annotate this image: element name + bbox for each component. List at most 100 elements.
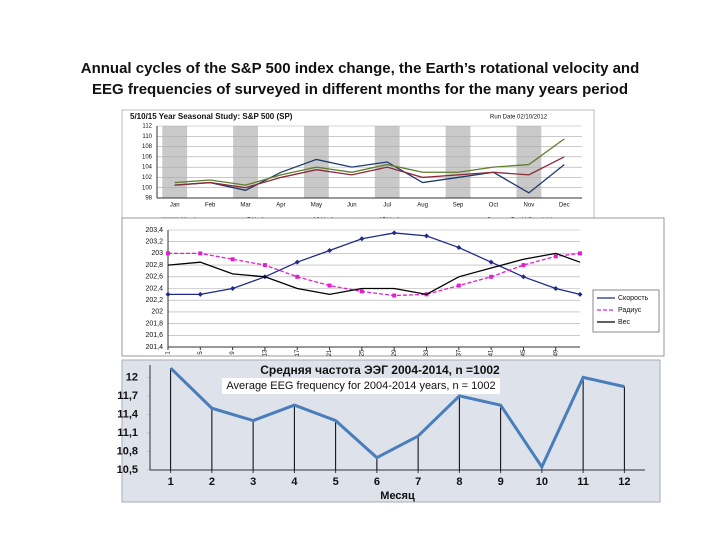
point-marker: [230, 257, 235, 262]
x-tick-label: 41: [489, 349, 495, 356]
point-marker: [198, 251, 203, 256]
y-tick-label: 203,2: [145, 239, 163, 246]
y-tick-label: 201,6: [145, 332, 163, 339]
point-marker: [488, 259, 494, 265]
x-tick-label: 3: [250, 476, 256, 488]
x-axis-label: Месяц: [380, 490, 415, 502]
y-tick-label: 98: [145, 196, 152, 202]
y-tick-label: 202,8: [145, 262, 163, 269]
month-shading: [445, 126, 471, 198]
x-tick-label: 6: [374, 476, 380, 488]
point-marker: [166, 251, 170, 256]
legend-label: Радиус: [618, 307, 642, 314]
x-tick-label: 9: [498, 476, 504, 488]
y-tick-label: 202,2: [145, 297, 163, 304]
point-marker: [327, 283, 332, 288]
x-tick-label: 33: [424, 349, 430, 356]
point-marker: [456, 245, 462, 251]
y-tick-label: 108: [142, 144, 153, 150]
y-tick-label: 201,8: [145, 320, 163, 327]
legend-label: Вес: [618, 319, 631, 326]
y-tick-label: 202: [151, 309, 163, 316]
x-tick-label: 2: [209, 476, 215, 488]
chart-frame: [121, 109, 595, 231]
x-tick-label: Dec: [559, 203, 570, 209]
point-marker: [295, 274, 300, 279]
point-marker: [392, 293, 397, 298]
y-tick-label: 203: [151, 250, 163, 257]
legend-label: Скорость: [618, 295, 649, 302]
point-marker: [578, 251, 582, 256]
point-marker: [424, 233, 430, 239]
point-marker: [521, 263, 526, 268]
x-tick-label: 8: [456, 476, 462, 488]
point-marker: [456, 283, 461, 288]
y-tick-label: 12: [126, 371, 138, 383]
y-tick-label: 104: [142, 165, 153, 171]
x-tick-label: Oct: [489, 203, 499, 209]
x-tick-label: 17: [295, 349, 301, 356]
x-tick-label: May: [311, 203, 322, 209]
y-tick-label: 202,4: [145, 285, 163, 292]
point-marker: [391, 230, 397, 236]
y-tick-label: 11,1: [117, 427, 138, 439]
point-marker: [262, 263, 267, 268]
x-tick-label: Jun: [347, 203, 357, 209]
series-line: [167, 252, 581, 296]
point-marker: [230, 286, 236, 291]
series-line: [168, 232, 581, 296]
series-line: [174, 158, 565, 194]
x-tick-label: 21: [327, 349, 333, 356]
x-tick-label: 9: [230, 351, 236, 355]
point-marker: [553, 254, 558, 259]
x-tick-label: Jul: [383, 203, 391, 209]
point-marker: [294, 259, 300, 265]
point-marker: [359, 236, 365, 242]
x-tick-label: 4: [291, 476, 298, 488]
month-shading: [162, 126, 188, 198]
point-marker: [165, 291, 171, 297]
y-tick-label: 100: [142, 185, 153, 191]
x-tick-label: Nov: [524, 203, 535, 209]
x-tick-label: 45: [521, 349, 527, 356]
x-tick-label: Apr: [276, 203, 285, 209]
x-tick-label: 13: [263, 349, 269, 356]
x-tick-label: 37: [456, 349, 462, 356]
x-tick-label: 1: [168, 476, 174, 488]
slide-title: EEG frequencies of surveyed in different…: [92, 81, 628, 98]
y-tick-label: 106: [142, 154, 153, 160]
x-tick-label: 29: [392, 349, 398, 356]
x-tick-label: 10: [536, 476, 548, 488]
x-tick-label: 49: [553, 349, 559, 356]
x-tick-label: 1: [166, 351, 172, 355]
legend-box: [592, 289, 660, 333]
y-tick-label: 202,6: [145, 274, 163, 281]
series-line: [174, 138, 565, 186]
y-tick-label: 112: [142, 124, 152, 130]
y-tick-label: 11,7: [117, 390, 138, 402]
x-tick-label: 7: [415, 476, 421, 488]
point-marker: [553, 286, 559, 291]
point-marker: [520, 274, 526, 280]
y-tick-label: 110: [142, 134, 152, 140]
point-marker: [359, 289, 364, 294]
point-marker: [577, 291, 583, 297]
x-tick-label: 12: [618, 476, 630, 488]
chart-title: 5/10/15 Year Seasonal Study: S&P 500 (SP…: [130, 112, 293, 121]
annotation-box: [222, 378, 500, 394]
x-tick-label: 25: [359, 349, 365, 356]
chart-frame: [121, 217, 665, 357]
x-tick-label: Jan: [170, 203, 180, 209]
x-tick-label: Mar: [240, 203, 250, 209]
x-tick-label: 11: [577, 476, 589, 488]
y-tick-label: 203,4: [145, 227, 163, 234]
chart-title: Средняя частота ЭЭГ 2004-2014, n =1002: [260, 363, 500, 377]
series-line: [174, 156, 565, 189]
x-tick-label: Feb: [205, 203, 216, 209]
run-date: Run Date 02/10/2012: [490, 115, 548, 121]
annotation: Average EEG frequency for 2004-2014 year…: [226, 380, 495, 392]
x-tick-label: 5: [198, 351, 204, 355]
y-tick-label: 102: [142, 175, 153, 181]
